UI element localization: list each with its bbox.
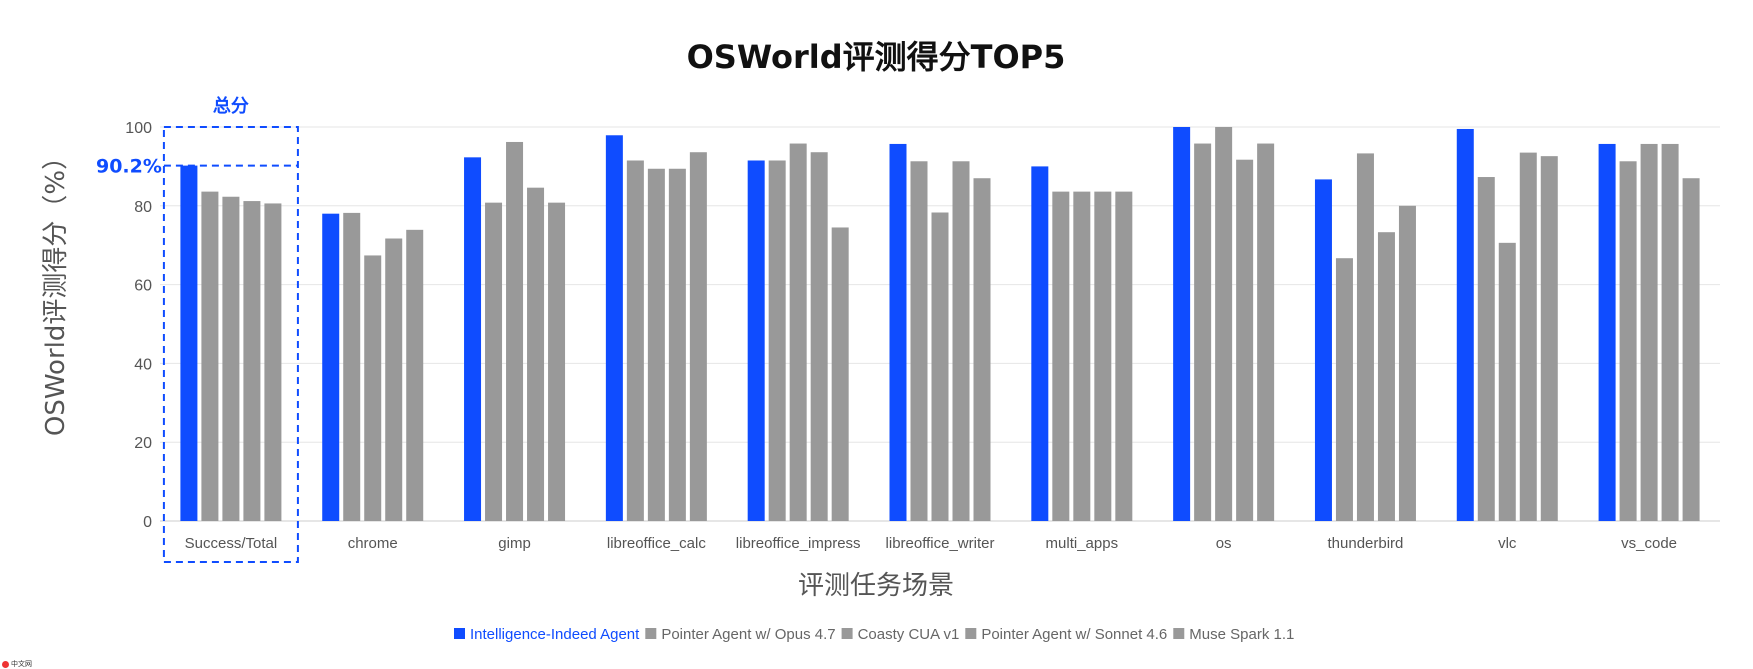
bar-vlc-series-1 [1477, 177, 1495, 521]
bar-libreoffice_calc-series-0 [605, 135, 623, 522]
bar-vs_code-series-2 [1640, 143, 1658, 521]
legend-item-label: Pointer Agent w/ Opus 4.7 [661, 626, 835, 643]
total-score-box [162, 126, 299, 563]
bar-vs_code-series-1 [1619, 161, 1637, 521]
bar-thunderbird-series-2 [1356, 153, 1374, 521]
legend-swatch [645, 628, 657, 639]
x-tick-label: libreoffice_impress [736, 535, 861, 552]
bar-thunderbird-series-1 [1335, 258, 1353, 521]
bar-libreoffice_writer-series-4 [973, 178, 991, 521]
bar-Success/Total-series-0 [180, 165, 198, 521]
bar-libreoffice_calc-series-1 [626, 160, 644, 522]
bar-multi_apps-series-2 [1073, 191, 1091, 521]
bar-thunderbird-series-3 [1377, 232, 1395, 521]
watermark-text: 中文网 [11, 660, 32, 668]
bar-libreoffice_impress-series-2 [789, 143, 807, 521]
bar-chrome-series-3 [385, 238, 403, 521]
y-tick-label: 20 [134, 435, 152, 452]
x-axis-ticks: Success/Total chrome gimp libreoffice_calc l… [185, 535, 1677, 552]
bar-os-series-4 [1257, 143, 1275, 521]
legend-item-label: Intelligence-Indeed Agent [470, 626, 640, 643]
x-tick-label: vs_code [1621, 535, 1677, 552]
bar-libreoffice_impress-series-1 [768, 160, 786, 522]
legend: Intelligence-Indeed Agent Pointer Agent w… [454, 626, 1294, 643]
x-tick-label: os [1216, 535, 1232, 552]
bar-chrome-series-2 [364, 255, 382, 521]
x-tick-label: multi_apps [1046, 535, 1119, 552]
bar-gimp-series-4 [548, 202, 566, 521]
bar-multi_apps-series-1 [1052, 191, 1070, 521]
bar-Success/Total-series-1 [201, 191, 219, 521]
x-axis-label: 评测任务场景 [798, 571, 954, 601]
watermark-logo-icon [2, 660, 9, 668]
y-tick-label: 100 [125, 120, 152, 137]
total-score-value: 90.2% [96, 156, 162, 178]
total-score-highlight: 总分 90.2% [96, 95, 299, 563]
bar-Success/Total-series-2 [222, 196, 240, 521]
x-tick-label: libreoffice_writer [886, 535, 995, 552]
bar-libreoffice_calc-series-4 [689, 152, 707, 521]
bar-multi_apps-series-4 [1115, 191, 1133, 521]
bar-gimp-series-1 [485, 202, 503, 521]
bar-libreoffice_impress-series-0 [747, 160, 765, 522]
y-tick-label: 0 [143, 514, 152, 531]
y-tick-label: 60 [134, 278, 152, 295]
bars [180, 127, 1700, 522]
legend-swatch [1173, 628, 1185, 639]
bar-libreoffice_writer-series-2 [931, 212, 949, 522]
bar-libreoffice_calc-series-2 [647, 168, 665, 521]
bar-libreoffice_writer-series-1 [910, 161, 928, 521]
bar-chrome-series-0 [322, 213, 340, 521]
bar-os-series-1 [1194, 143, 1212, 521]
bar-Success/Total-series-4 [264, 203, 282, 521]
y-axis-label: OSWorld评测得分（%） [41, 144, 71, 436]
bar-gimp-series-3 [527, 187, 545, 521]
legend-item-label: Muse Spark 1.1 [1189, 626, 1294, 643]
bar-libreoffice_impress-series-3 [810, 152, 828, 521]
bar-os-series-3 [1236, 159, 1254, 521]
x-tick-label: Success/Total [185, 535, 278, 552]
bar-thunderbird-series-4 [1398, 205, 1416, 522]
bar-vs_code-series-0 [1598, 143, 1616, 521]
x-tick-label: gimp [498, 535, 531, 552]
bar-multi_apps-series-0 [1031, 166, 1049, 521]
legend-swatch [841, 628, 853, 639]
bar-libreoffice_writer-series-0 [889, 143, 907, 521]
legend-item-label: Pointer Agent w/ Sonnet 4.6 [981, 626, 1167, 643]
bar-gimp-series-2 [506, 141, 524, 522]
bar-os-series-2 [1215, 127, 1233, 521]
legend-swatch [454, 628, 465, 639]
x-tick-label: chrome [348, 535, 398, 552]
bar-gimp-series-0 [464, 157, 482, 521]
bar-multi_apps-series-3 [1094, 191, 1112, 521]
y-tick-label: 80 [134, 199, 152, 216]
bar-vlc-series-0 [1456, 128, 1474, 521]
x-tick-label: thunderbird [1328, 535, 1404, 552]
x-tick-label: vlc [1498, 535, 1517, 552]
bar-vlc-series-2 [1498, 242, 1516, 521]
bar-vs_code-series-3 [1661, 143, 1679, 521]
bar-vlc-series-3 [1519, 152, 1537, 522]
bar-chrome-series-4 [406, 229, 424, 522]
bar-libreoffice_writer-series-3 [952, 161, 970, 521]
x-tick-label: libreoffice_calc [607, 535, 706, 552]
bar-vs_code-series-4 [1682, 178, 1700, 521]
chart-title: OSWorld评测得分TOP5 [687, 38, 1066, 76]
y-axis-ticks: 0 20 40 60 80 100 [125, 120, 152, 531]
legend-item-label: Coasty CUA v1 [858, 626, 960, 643]
bar-vlc-series-4 [1540, 156, 1558, 521]
legend-swatch [965, 628, 977, 639]
total-score-label: 总分 [213, 95, 249, 117]
watermark: 中文网 [2, 659, 32, 669]
bar-Success/Total-series-3 [243, 201, 261, 521]
y-tick-label: 40 [134, 356, 152, 373]
bar-libreoffice_impress-series-4 [831, 227, 849, 521]
bar-thunderbird-series-0 [1314, 179, 1332, 522]
bar-os-series-0 [1173, 127, 1191, 521]
bar-libreoffice_calc-series-3 [668, 168, 686, 521]
bar-chrome-series-1 [343, 212, 361, 521]
